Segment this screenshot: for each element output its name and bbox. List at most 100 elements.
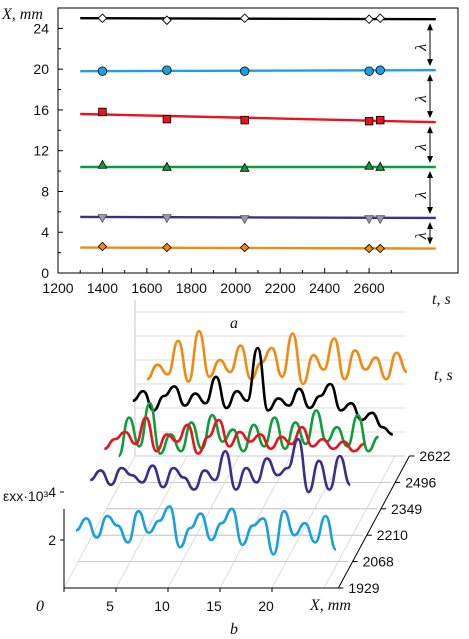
data-point [375,13,386,24]
x-tick-label: 2200 [265,280,296,296]
data-point [162,65,172,75]
strain-curve-t2210 [104,416,365,455]
data-point [364,116,374,126]
arrow-head [427,59,433,67]
t-axis-line [337,455,410,589]
y-tick-label: 4 [41,224,49,240]
plot-frame [57,7,459,274]
x-tick-label: 5 [106,598,114,614]
data-point [161,161,172,171]
series-3 [80,159,436,172]
data-point [97,66,108,76]
series-4 [80,214,436,225]
arrow-head [427,74,433,82]
data-point [97,13,108,24]
data-point [97,241,108,252]
x-tick-label: 1400 [87,280,118,296]
data-point [375,243,385,254]
data-point [239,13,250,24]
data-point [162,242,172,253]
panel-a: 1200 1400 1600 1800 2000 2200 2400 2600 0 4 8 12 16 2… [1,6,459,332]
data-point [364,243,374,254]
t-tick-label: 2068 [363,554,394,570]
y-tick-label: 0 [41,265,49,281]
y-tick-label: 20 [33,61,49,77]
x-tick-label: 10 [154,598,170,614]
x-axis-label: t, s [432,291,451,308]
data-point [162,15,172,26]
x-axis-label: X, mm [309,597,351,614]
arrow-head [427,237,433,245]
x-tick-label: 0 [36,598,44,615]
data-point [97,159,108,169]
y-tick-label: 8 [41,183,49,199]
trend-line [80,215,436,220]
data-point [97,214,108,224]
x-tick-label: 2600 [354,280,385,296]
arrow-head [427,156,433,163]
y-axis-label: εxx·10³ [3,488,48,504]
waterfall-frame [63,300,410,589]
data-point [375,65,385,75]
series-5 [80,241,436,254]
lambda-label: λ [413,44,430,52]
data-point [239,66,250,76]
t-tick-label: 2622 [419,448,450,464]
floor-grid-line [167,455,240,589]
y-axis-label: X, mm [1,6,43,23]
t-tick-label: 1929 [348,580,379,596]
arrow-head [427,23,433,31]
arrow-head [427,126,433,134]
data-point [239,215,250,225]
t-tick-label: 2210 [377,527,408,543]
x-tick-label: 2400 [309,280,340,296]
lambda-label: λ [413,144,430,152]
floor-grid-line [219,455,292,589]
data-point [364,160,375,170]
data-point [239,242,250,253]
x-tick-label: 1200 [42,280,73,296]
strain-curve-t2496 [132,346,394,436]
x-tick-label: 1600 [131,280,162,296]
data-point [364,14,374,25]
data-point [375,215,386,225]
floor-grid-line [63,455,136,589]
t-tick-label: 2349 [391,501,422,517]
data-point [161,214,172,224]
strain-curve-t2349 [117,401,380,458]
spacing-arrow: λ [413,126,433,163]
arrow-head [427,111,433,119]
lambda-label: λ [413,95,430,103]
series-2 [80,107,436,126]
x-tick-label: 1800 [176,280,207,296]
y-tick-label: 24 [33,20,49,36]
y-tick-label: 4 [48,484,56,500]
spacing-arrow: λ [413,23,433,67]
floor-grid-line [115,455,188,589]
strain-curve-t2622 [146,329,408,386]
floor-grid-line [271,455,344,589]
data-point [239,162,250,172]
strain-curve-t2068 [89,437,351,494]
spacing-arrow: λ [413,171,433,214]
y-tick-label: 12 [33,143,49,159]
y-tick-label: 2 [48,532,56,548]
data-point [364,215,375,225]
floor-grid-line [323,455,396,589]
strain-curve-t1929 [75,505,338,556]
arrow-head [427,206,433,214]
data-point [375,161,386,171]
lambda-label: λ [413,232,430,240]
data-point [240,115,249,125]
series-1 [80,65,436,76]
x-tick-label: 20 [258,598,274,614]
x-tick-label: 2000 [220,280,251,296]
y-tick-label: 16 [33,102,49,118]
lambda-label: λ [413,191,430,199]
x-tick-label: 15 [206,598,222,614]
arrow-head [427,171,433,178]
spacing-arrow: λ [413,74,433,119]
data-point [376,115,385,125]
